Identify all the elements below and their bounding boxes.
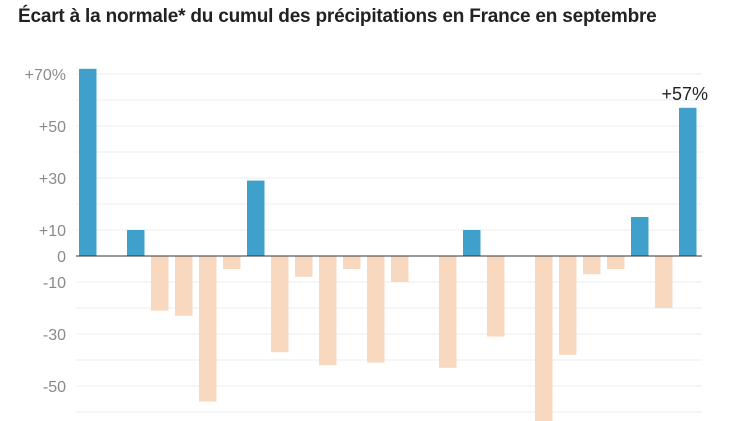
bar [343, 256, 361, 269]
y-tick-label: +50 [39, 119, 66, 136]
chart-title: Écart à la normale* du cumul des précipi… [18, 6, 657, 27]
bar [319, 256, 337, 366]
bar [463, 230, 481, 256]
bar [247, 180, 265, 256]
bar [439, 256, 457, 368]
bar [583, 256, 601, 275]
y-tick-label: +30 [39, 171, 66, 188]
bar [199, 256, 217, 402]
bar [631, 217, 649, 256]
data-label: +57% [661, 84, 708, 104]
y-tick-label: -10 [43, 275, 66, 292]
y-tick-label: -50 [43, 379, 66, 396]
bar [367, 256, 385, 363]
bar [127, 230, 145, 256]
bar [655, 256, 673, 308]
bar [295, 256, 313, 277]
bar [79, 68, 97, 256]
y-tick-label: +70% [25, 67, 66, 84]
bar [607, 256, 625, 269]
bar [559, 256, 577, 355]
bar [391, 256, 409, 282]
bar [487, 256, 505, 337]
y-tick-label: -30 [43, 327, 66, 344]
y-tick-label: 0 [57, 249, 66, 266]
bar [175, 256, 193, 316]
bar [151, 256, 169, 311]
bar [271, 256, 289, 353]
y-tick-label: +10 [39, 223, 66, 240]
bar [535, 256, 553, 421]
bar [679, 107, 697, 256]
bar [223, 256, 241, 269]
